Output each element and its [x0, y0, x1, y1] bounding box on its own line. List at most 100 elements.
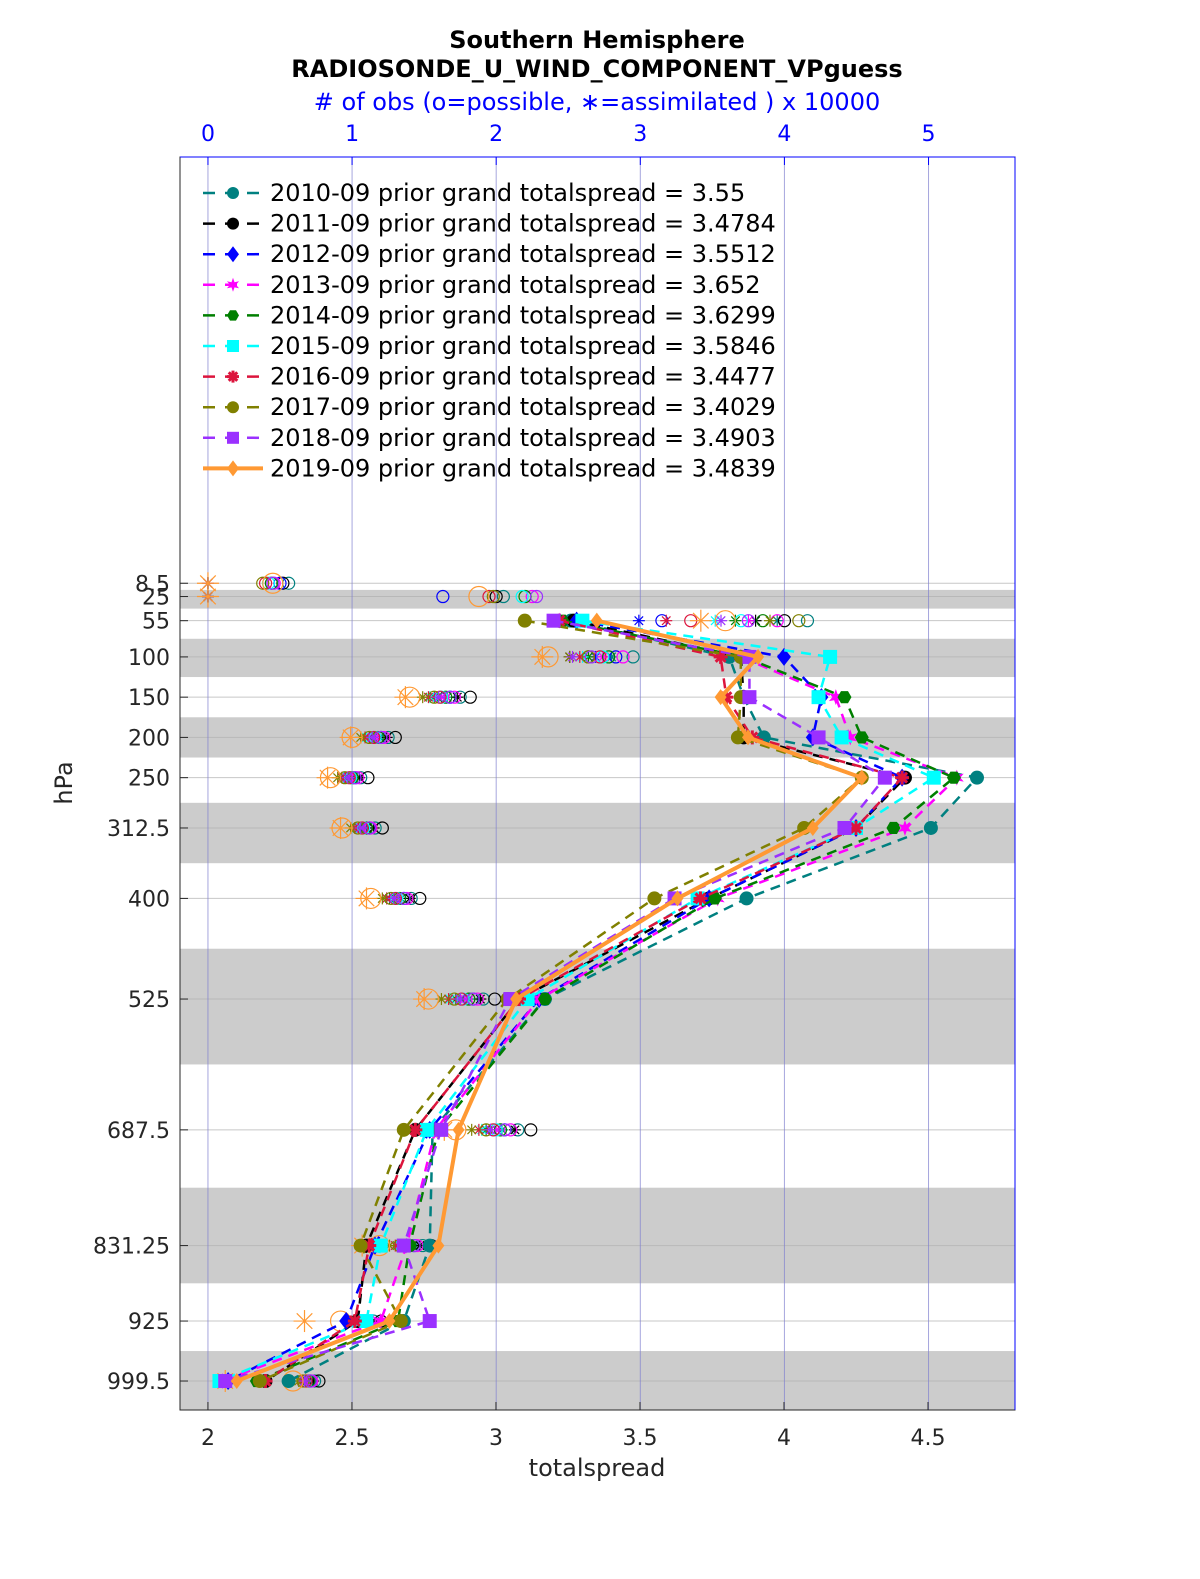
obs-star-stroke [716, 616, 726, 626]
y-tick-label: 400 [128, 887, 170, 912]
asterisk-stroke [409, 1123, 422, 1136]
obs-star-stroke [485, 1125, 496, 1135]
obs-assimilated-marker [715, 614, 728, 627]
series-marker [218, 1374, 233, 1389]
obs-possible-marker [741, 614, 755, 628]
obs-possible-marker [259, 576, 273, 590]
obs-assimilated-marker [196, 572, 219, 595]
series-line [236, 618, 866, 1383]
obs-possible-marker [616, 650, 630, 664]
series-marker [393, 1314, 408, 1329]
legend-entry: 2019-09 prior grand totalspread = 3.4839 [203, 454, 776, 482]
series-marker [946, 771, 961, 784]
obs-star-stroke [567, 652, 578, 662]
legend-label: 2013-09 prior grand totalspread = 3.652 [270, 271, 760, 299]
obs-possible-marker [524, 1123, 538, 1137]
series-marker [837, 691, 852, 704]
series-line [221, 619, 960, 1383]
series-marker [252, 1374, 267, 1389]
series-marker [227, 460, 239, 477]
obs-assimilated-marker [566, 650, 579, 663]
asterisk-stroke [849, 821, 863, 834]
top-axis-label: # of obs (o=possible, ∗=assimilated ) x … [314, 88, 880, 116]
asterisk-stroke [694, 892, 707, 905]
y-tick-label: 312.5 [107, 817, 170, 842]
obs-star-stroke [343, 772, 353, 783]
x-axis-label: totalspread [529, 1454, 666, 1482]
series-marker [895, 770, 910, 785]
series-marker [854, 731, 869, 744]
series-marker [347, 1314, 362, 1329]
series-marker [969, 770, 984, 785]
series-line [288, 619, 980, 1383]
obs-assimilated-marker [341, 771, 354, 784]
top-tick-label: 1 [345, 122, 359, 147]
series-marker [227, 187, 239, 199]
obs-possible-marker [256, 576, 270, 590]
series-2019-09 [230, 612, 868, 1390]
obs-assimilated-marker [474, 993, 487, 1006]
obs-assimilated-marker [764, 614, 777, 627]
obs-possible-marker [626, 650, 640, 664]
obs-possible-marker [792, 614, 806, 628]
legend: 2010-09 prior grand totalspread = 3.55 20… [203, 179, 776, 482]
legend-label: 2011-09 prior grand totalspread = 3.4784 [270, 210, 776, 238]
series-marker [742, 690, 757, 705]
y-tick-label: 925 [128, 1310, 170, 1335]
legend-entry: 2010-09 prior grand totalspread = 3.55 [203, 179, 745, 207]
series-marker [877, 770, 892, 785]
obs-possible-marker [463, 690, 477, 704]
obs-star-stroke [743, 616, 754, 626]
legend-label: 2017-09 prior grand totalspread = 3.4029 [270, 393, 776, 421]
series-marker [834, 730, 849, 745]
chart-title-line2: RADIOSONDE_U_WIND_COMPONENT_VPguess [291, 55, 902, 83]
series-marker [926, 770, 941, 785]
series-marker [227, 340, 239, 352]
top-tick-label: 2 [489, 122, 503, 147]
y-tick-label: 687.5 [107, 1119, 170, 1144]
obs-star-stroke [332, 819, 349, 837]
obs-star-stroke [199, 575, 217, 592]
obs-possible-marker [447, 690, 461, 704]
obs-star-stroke [433, 692, 444, 702]
obs-star-stroke [296, 1312, 313, 1330]
series-marker [811, 690, 826, 705]
series-marker [396, 1238, 411, 1253]
series-marker [353, 1238, 368, 1253]
series-marker [227, 246, 239, 263]
series-marker [693, 891, 708, 906]
obs-assimilated-marker [329, 816, 352, 839]
obs-possible-marker [525, 589, 539, 604]
series-marker [227, 370, 239, 383]
obs-assimilated-marker [451, 691, 464, 704]
y-tick-label: 55 [142, 610, 170, 635]
series-line [224, 619, 887, 1383]
obs-assimilated-marker [387, 892, 400, 905]
series-marker [923, 820, 938, 835]
legend-entry: 2012-09 prior grand totalspread = 3.5512 [203, 240, 776, 268]
top-tick-label: 0 [201, 122, 215, 147]
y-tick-label: 250 [128, 767, 170, 792]
series-marker [837, 820, 852, 835]
series-line [256, 619, 957, 1383]
series-marker [373, 1238, 388, 1253]
obs-possible-marker [584, 650, 598, 664]
x-tick-label: 2.5 [334, 1426, 369, 1451]
obs-possible-marker [262, 572, 284, 594]
series-marker [843, 729, 858, 746]
obs-star-stroke [765, 616, 775, 626]
obs-possible-marker [486, 589, 500, 604]
obs-possible-marker [503, 1123, 518, 1137]
obs-star-stroke [590, 652, 601, 662]
legend-entry: 2017-09 prior grand totalspread = 3.4029 [203, 393, 776, 421]
legend-label: 2019-09 prior grand totalspread = 3.4839 [270, 454, 776, 482]
x-tick-label: 3 [489, 1426, 503, 1451]
y-tick-label: 200 [128, 726, 170, 751]
obs-possible-marker [468, 585, 490, 608]
obs-star-stroke [199, 588, 217, 605]
obs-star-stroke [358, 890, 375, 907]
series-marker [227, 431, 239, 444]
series-marker [714, 689, 727, 706]
legend-label: 2010-09 prior grand totalspread = 3.55 [270, 179, 745, 207]
